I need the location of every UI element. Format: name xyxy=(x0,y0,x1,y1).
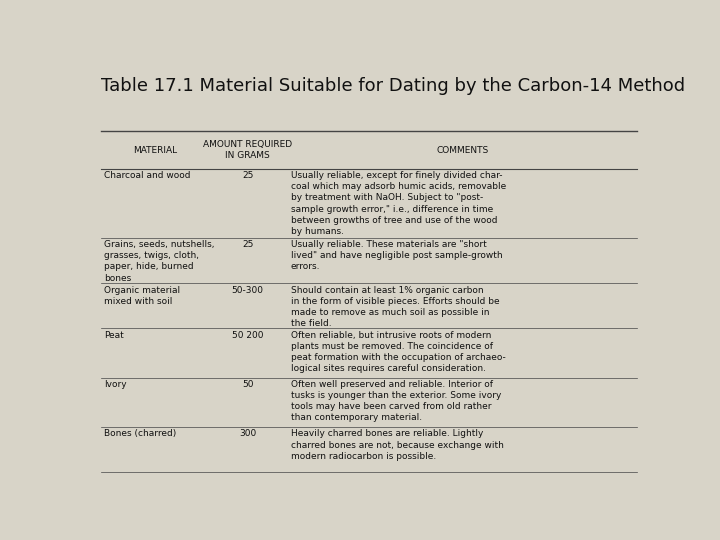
Text: 25: 25 xyxy=(242,171,253,180)
Text: Often reliable, but intrusive roots of modern
plants must be removed. The coinci: Often reliable, but intrusive roots of m… xyxy=(291,331,505,373)
Text: Peat: Peat xyxy=(104,331,124,340)
Text: Charcoal and wood: Charcoal and wood xyxy=(104,171,191,180)
Text: AMOUNT REQUIRED
IN GRAMS: AMOUNT REQUIRED IN GRAMS xyxy=(203,140,292,160)
Text: Bones (charred): Bones (charred) xyxy=(104,429,176,438)
Text: COMMENTS: COMMENTS xyxy=(436,146,489,154)
Text: Organic material
mixed with soil: Organic material mixed with soil xyxy=(104,286,180,306)
Text: Usually reliable, except for finely divided char-
coal which may adsorb humic ac: Usually reliable, except for finely divi… xyxy=(291,171,506,236)
Text: Heavily charred bones are reliable. Lightly
charred bones are not, because excha: Heavily charred bones are reliable. Ligh… xyxy=(291,429,504,461)
Text: Grains, seeds, nutshells,
grasses, twigs, cloth,
paper, hide, burned
bones: Grains, seeds, nutshells, grasses, twigs… xyxy=(104,240,215,282)
Text: MATERIAL: MATERIAL xyxy=(133,146,178,154)
Text: 50: 50 xyxy=(242,380,253,389)
Text: Should contain at least 1% organic carbon
in the form of visible pieces. Efforts: Should contain at least 1% organic carbo… xyxy=(291,286,500,328)
Text: Often well preserved and reliable. Interior of
tusks is younger than the exterio: Often well preserved and reliable. Inter… xyxy=(291,380,501,422)
Text: 300: 300 xyxy=(239,429,256,438)
Text: Ivory: Ivory xyxy=(104,380,127,389)
Text: Usually reliable. These materials are "short
lived" and have negligible post sam: Usually reliable. These materials are "s… xyxy=(291,240,503,272)
Text: Table 17.1 Material Suitable for Dating by the Carbon-14 Method: Table 17.1 Material Suitable for Dating … xyxy=(101,77,685,95)
Text: 50 200: 50 200 xyxy=(232,331,264,340)
Text: 50-300: 50-300 xyxy=(232,286,264,294)
Text: 25: 25 xyxy=(242,240,253,249)
